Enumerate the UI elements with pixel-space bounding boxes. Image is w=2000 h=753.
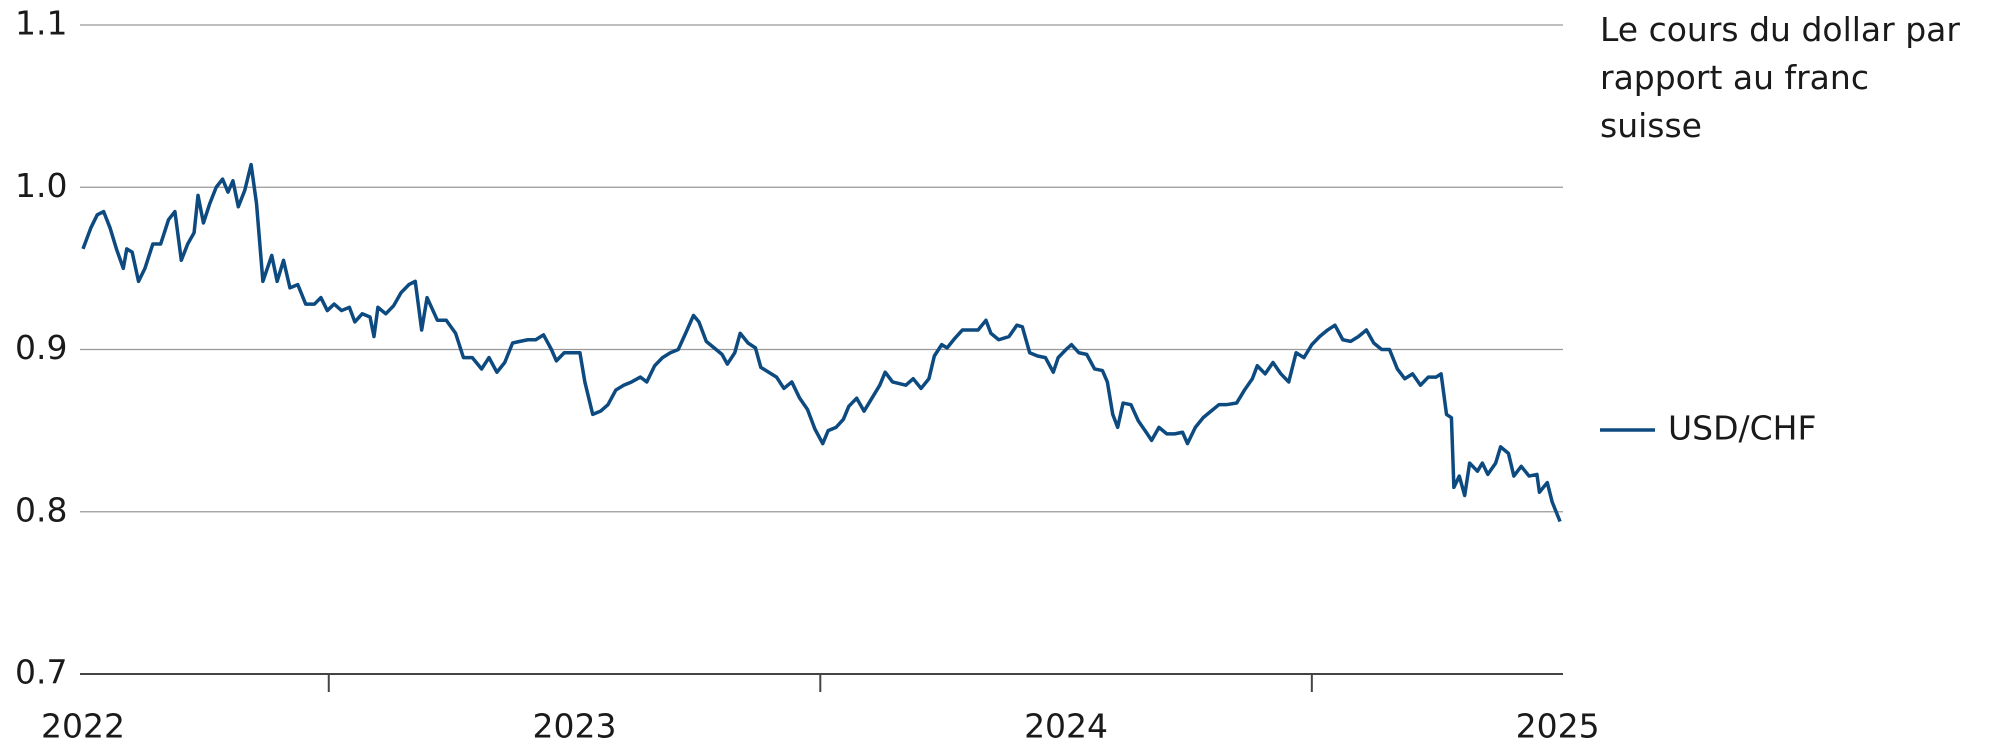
x-tick-label: 2023 — [533, 707, 617, 746]
x-tick-label: 2022 — [41, 707, 125, 746]
x-tick-label: 2025 — [1516, 707, 1600, 746]
chart-title: Le cours du dollar par rapport au franc … — [1600, 10, 1960, 145]
y-tick-label: 0.9 — [15, 328, 67, 367]
y-tick-label: 1.0 — [15, 166, 67, 205]
y-tick-label: 0.8 — [15, 490, 67, 529]
y-tick-label: 1.1 — [15, 4, 67, 43]
x-tick-label: 2024 — [1024, 707, 1108, 746]
y-tick-label: 0.7 — [15, 653, 67, 692]
series-line — [81, 162, 1562, 523]
legend-label: USD/CHF — [1668, 409, 1816, 448]
